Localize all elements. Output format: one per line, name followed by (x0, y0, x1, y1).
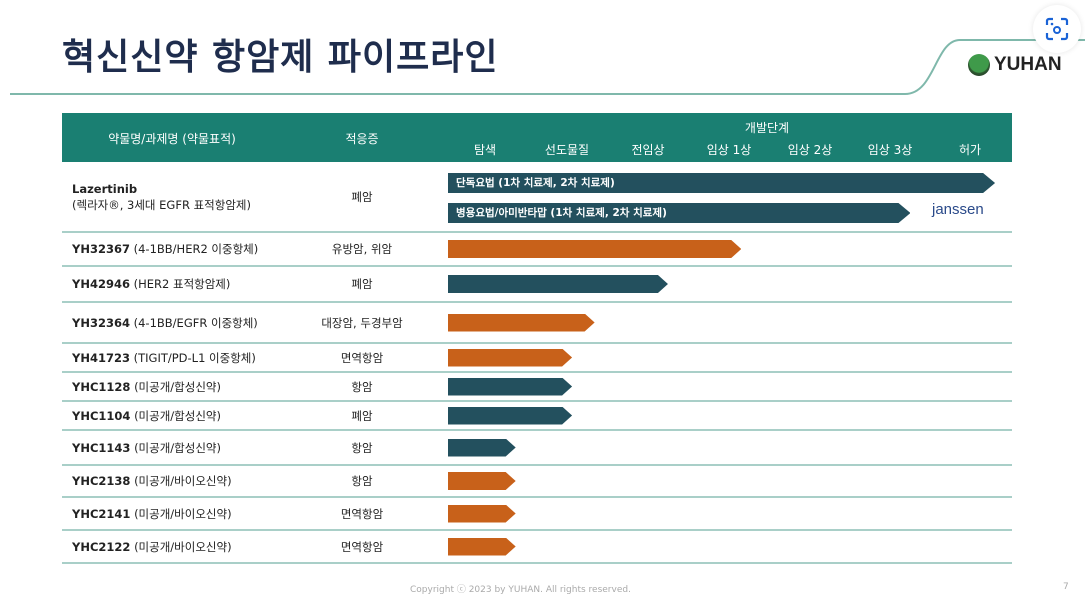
janssen-logo: janssen (932, 201, 984, 218)
tree-icon (968, 54, 990, 76)
page-title: 혁신신약 항암제 파이프라인 (62, 37, 499, 78)
table-header: 약물명/과제명 (약물표적) 적응증 개발단계 탐색 선도물질 전임상 임상 1… (62, 113, 1012, 162)
table-row: YHC1128 (미공개/합성신약) 항암 (62, 373, 1012, 402)
stage-bar (448, 240, 741, 258)
stage-bar (448, 505, 516, 523)
stage-bar (448, 538, 516, 556)
drug-code: YH41723 (72, 350, 130, 365)
drug-code: YH32364 (72, 315, 130, 330)
logo-text: YUHAN (994, 54, 1062, 75)
indication: 면역항암 (340, 350, 384, 365)
stage-bar (448, 439, 516, 457)
drug-desc: (미공개/바이오신약) (134, 506, 232, 521)
page-number: 7 (1063, 582, 1069, 592)
table-row: YH41723 (TIGIT/PD-L1 이중항체) 면역항암 (62, 344, 1012, 373)
stage-label: 전임상 (631, 143, 665, 157)
indication: 면역항암 (340, 539, 384, 554)
drug-name: Lazertinib (72, 182, 138, 196)
drug-code: YHC1143 (72, 440, 131, 455)
table-row: YHC2141 (미공개/바이오신약) 면역항암 (62, 498, 1012, 531)
stage-bar (448, 275, 668, 293)
lens-search-button[interactable] (1033, 5, 1081, 53)
header-stage: 개발단계 (744, 121, 790, 135)
drug-desc: (HER2 표적항암제) (133, 277, 231, 291)
header-name: 약물명/과제명 (약물표적) (108, 132, 236, 146)
stage-bar (448, 378, 572, 396)
table-row: YHC1143 (미공개/합성신약) 항암 (62, 431, 1012, 466)
indication: 폐암 (351, 190, 373, 204)
drug-desc: (미공개/합성신약) (134, 440, 221, 455)
drug-desc: (미공개/합성신약) (134, 408, 221, 423)
stage-label: 임상 1상 (706, 143, 752, 157)
header-divider (10, 39, 1085, 95)
table-row: YHC2138 (미공개/바이오신약) 항암 (62, 466, 1012, 498)
table-row: YHC2122 (미공개/바이오신약) 면역항암 (62, 531, 1012, 564)
drug-code: YHC1104 (72, 408, 131, 423)
stage-bar (448, 472, 516, 490)
drug-desc: (미공개/합성신약) (134, 379, 221, 394)
header-indication: 적응증 (345, 132, 379, 146)
yuhan-logo: YUHAN (968, 54, 1062, 76)
drug-code: YHC1128 (72, 379, 131, 394)
stage-label: 허가 (958, 143, 982, 157)
indication: 폐암 (351, 277, 373, 291)
indication: 유방암, 위암 (331, 242, 393, 256)
drug-code: YHC2138 (72, 474, 131, 488)
stage-label: 탐색 (473, 143, 497, 157)
table-row: YH32367 (4-1BB/HER2 이중항체) 유방암, 위암 (62, 233, 1012, 267)
indication: 항암 (351, 440, 373, 455)
stage-bar (448, 314, 595, 332)
stage-bar-combination: 병용요법/아미반타맙 (1차 치료제, 2차 치료제) (448, 203, 910, 223)
camera-scan-icon (1045, 17, 1069, 41)
drug-code: YHC2122 (72, 539, 131, 554)
drug-desc: (4-1BB/HER2 이중항체) (133, 242, 259, 256)
indication: 대장암, 두경부암 (321, 315, 403, 330)
table-row: YH32364 (4-1BB/EGFR 이중항체) 대장암, 두경부암 (62, 303, 1012, 344)
drug-desc: (미공개/바이오신약) (134, 474, 232, 488)
drug-code: YHC2141 (72, 506, 131, 521)
indication: 항암 (351, 474, 373, 488)
drug-code: YH42946 (72, 277, 130, 291)
stage-bar (448, 407, 572, 425)
stage-label: 임상 3상 (867, 143, 913, 157)
stage-bar (448, 349, 572, 367)
table-row: YHC1104 (미공개/합성신약) 폐암 (62, 402, 1012, 431)
drug-desc: (미공개/바이오신약) (134, 539, 232, 554)
stage-label: 선도물질 (544, 143, 590, 157)
table-row-lazertinib: Lazertinib (렉라자®, 3세대 EGFR 표적항암제) 폐암 단독요… (62, 163, 1012, 233)
indication: 면역항암 (340, 506, 384, 521)
stage-bar-monotherapy: 단독요법 (1차 치료제, 2차 치료제) (448, 173, 995, 193)
indication: 폐암 (351, 408, 373, 423)
stage-label: 임상 2상 (787, 143, 833, 157)
table-row: YH42946 (HER2 표적항암제) 폐암 (62, 267, 1012, 303)
drug-desc: (TIGIT/PD-L1 이중항체) (133, 350, 256, 365)
copyright: Copyright ⓒ 2023 by YUHAN. All rights re… (410, 585, 631, 595)
drug-desc: (렉라자®, 3세대 EGFR 표적항암제) (72, 198, 251, 212)
drug-desc: (4-1BB/EGFR 이중항체) (133, 315, 258, 330)
indication: 항암 (351, 379, 373, 394)
drug-code: YH32367 (72, 242, 130, 256)
